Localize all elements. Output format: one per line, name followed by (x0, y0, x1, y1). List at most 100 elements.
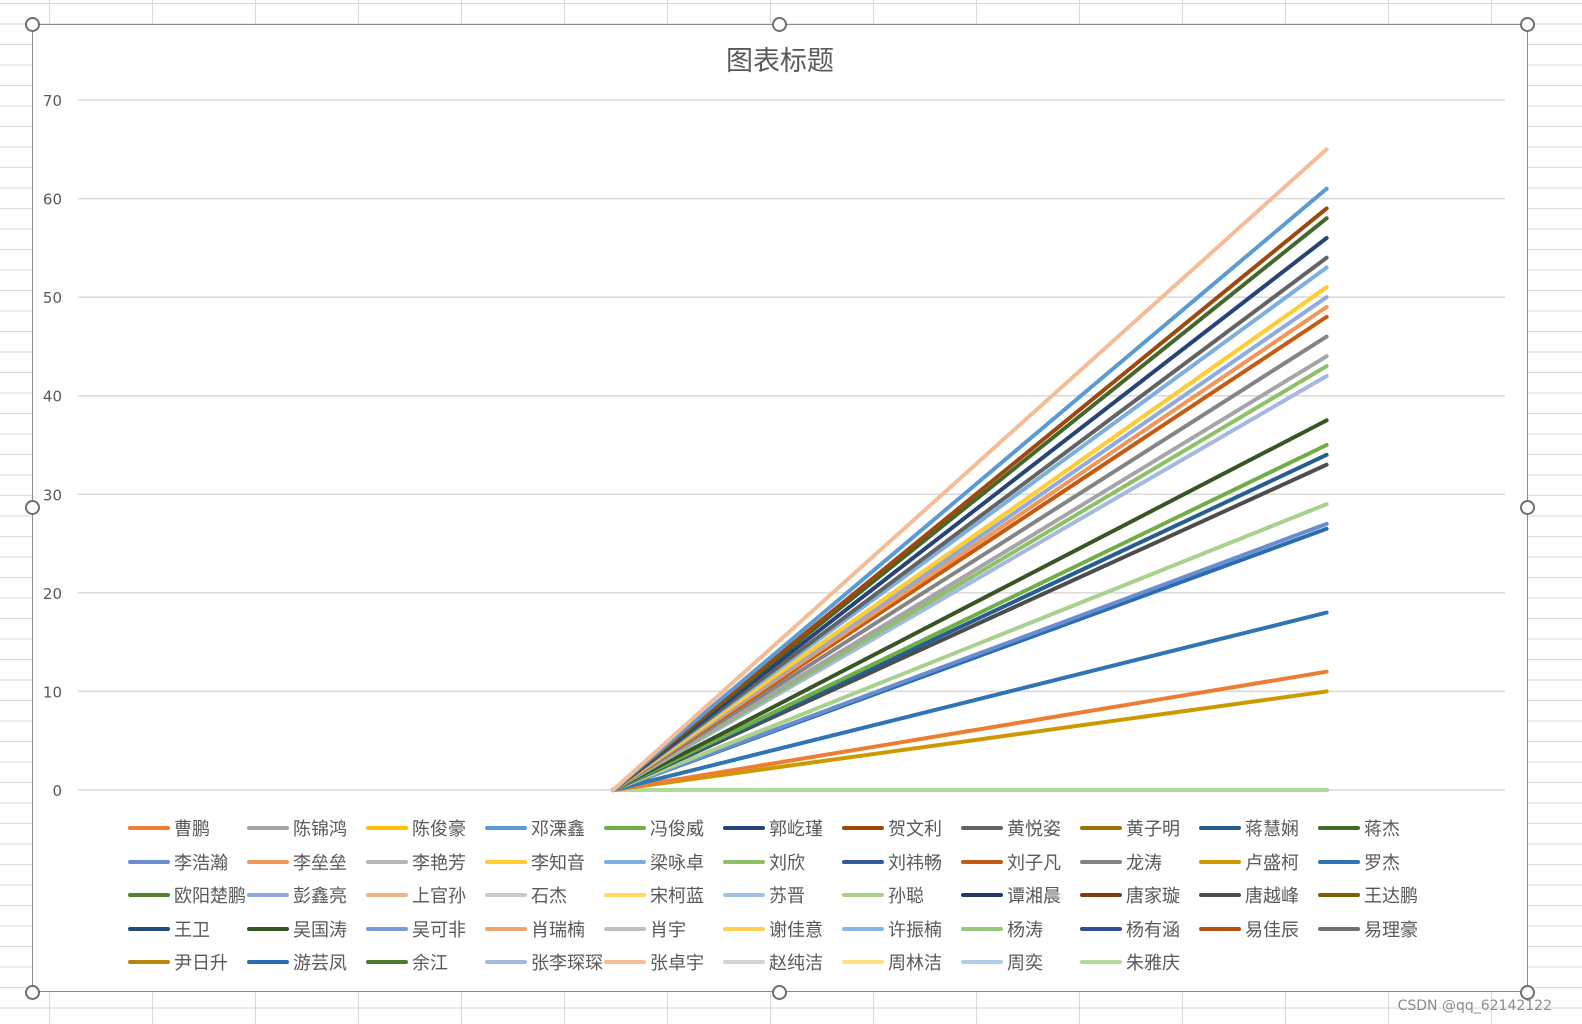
resize-handle-bottom-right[interactable] (1520, 985, 1535, 1000)
legend-swatch (842, 926, 884, 931)
legend-item[interactable]: 罗杰 (1318, 850, 1400, 874)
legend-swatch (1318, 926, 1360, 931)
y-tick-label: 60 (43, 191, 62, 209)
legend-item[interactable]: 李艳芳 (366, 850, 466, 874)
resize-handle-top-left[interactable] (25, 17, 40, 32)
legend-swatch (1318, 859, 1360, 864)
legend-item[interactable]: 刘子凡 (961, 850, 1061, 874)
legend-swatch (1080, 826, 1122, 830)
legend-item[interactable]: 蒋杰 (1318, 816, 1400, 840)
legend-item[interactable]: 张李琛琛 (485, 950, 603, 974)
legend-item[interactable]: 李垒垒 (247, 850, 347, 874)
series-line-19[interactable] (611, 334, 1329, 792)
series-line-48[interactable] (611, 147, 1329, 792)
legend-label: 刘欣 (769, 852, 805, 874)
legend-swatch (1080, 859, 1122, 864)
resize-handle-bottom-left[interactable] (25, 985, 40, 1000)
legend-item[interactable]: 吴可非 (366, 917, 466, 941)
legend-item[interactable]: 苏晋 (723, 883, 805, 907)
legend-item[interactable]: 上官孙 (366, 883, 466, 907)
series-line-21[interactable] (611, 610, 1329, 792)
legend-label: 杨有涵 (1126, 919, 1180, 941)
legend-label: 许振楠 (888, 919, 942, 941)
legend-item[interactable]: 曹鹏 (128, 816, 210, 840)
legend-item[interactable]: 张卓宇 (604, 950, 704, 974)
legend-item[interactable]: 朱雅庆 (1080, 950, 1180, 974)
legend-item[interactable]: 邓溧鑫 (485, 816, 585, 840)
legend-swatch (366, 826, 408, 830)
legend-item[interactable]: 孙聪 (842, 883, 924, 907)
legend-label: 曹鹏 (174, 819, 210, 840)
y-tick-label: 10 (43, 683, 62, 701)
legend-swatch (1318, 893, 1360, 897)
resize-handle-middle-left[interactable] (25, 500, 40, 515)
legend-item[interactable]: 唐家璇 (1080, 883, 1180, 907)
legend-swatch (842, 826, 884, 830)
legend-item[interactable]: 冯俊威 (604, 816, 704, 840)
legend-label: 赵纯洁 (769, 953, 823, 974)
resize-handle-top-right[interactable] (1520, 17, 1535, 32)
legend-swatch (366, 960, 408, 964)
legend-item[interactable]: 杨有涵 (1080, 917, 1180, 941)
legend-item[interactable]: 黄子明 (1080, 816, 1180, 840)
legend-item[interactable]: 周林洁 (842, 950, 942, 974)
legend-item[interactable]: 许振楠 (842, 917, 942, 941)
legend-item[interactable]: 谭湘晨 (961, 883, 1061, 907)
chart-area[interactable]: 图表标题 (32, 24, 1528, 992)
legend-item[interactable]: 肖瑞楠 (485, 917, 585, 941)
legend-item[interactable]: 欧阳楚鹏 (128, 883, 246, 907)
series-line-5[interactable] (611, 236, 1329, 792)
legend-item[interactable]: 肖宇 (604, 917, 686, 941)
series-line-7[interactable] (611, 255, 1329, 792)
legend-item[interactable]: 余江 (366, 950, 448, 974)
series-line-6[interactable] (611, 206, 1329, 792)
legend-item[interactable]: 石杰 (485, 883, 567, 907)
legend-item[interactable]: 杨涛 (961, 917, 1043, 941)
legend-item[interactable]: 王卫 (128, 917, 210, 941)
legend-swatch (723, 926, 765, 931)
series-line-11[interactable] (611, 521, 1329, 792)
legend-label: 易理豪 (1364, 919, 1418, 941)
resize-handle-bottom-center[interactable] (772, 985, 787, 1000)
resize-handle-top-center[interactable] (772, 17, 787, 32)
legend-item[interactable]: 贺文利 (842, 816, 942, 840)
legend-item[interactable]: 彭鑫亮 (247, 883, 347, 907)
legend-item[interactable]: 李知音 (485, 850, 585, 874)
legend-item[interactable]: 陈俊豪 (366, 816, 466, 840)
legend-item[interactable]: 陈锦鸿 (247, 816, 347, 840)
legend-item[interactable]: 谢佳意 (723, 917, 823, 941)
legend-item[interactable]: 赵纯洁 (723, 950, 823, 974)
legend-item[interactable]: 游芸凤 (247, 950, 347, 974)
legend-swatch (485, 960, 527, 964)
legend-item[interactable]: 蒋慧娴 (1199, 816, 1299, 840)
chart-title[interactable]: 图表标题 (726, 46, 834, 77)
legend-item[interactable]: 易理豪 (1318, 917, 1418, 941)
series-line-14[interactable] (611, 285, 1329, 792)
series-line-4[interactable] (611, 443, 1329, 792)
legend-item[interactable]: 宋柯蓝 (604, 883, 704, 907)
legend-item[interactable]: 易佳辰 (1199, 917, 1299, 941)
legend-swatch (247, 826, 289, 830)
legend-item[interactable]: 刘欣 (723, 850, 805, 874)
series-line-3[interactable] (611, 186, 1329, 792)
legend-item[interactable]: 刘祎畅 (842, 850, 942, 874)
legend-item[interactable]: 卢盛柯 (1199, 850, 1299, 874)
legend-item[interactable]: 王达鹏 (1318, 883, 1418, 907)
resize-handle-middle-right[interactable] (1520, 500, 1535, 515)
series-line-34[interactable] (611, 418, 1329, 792)
series-line-20[interactable] (611, 689, 1329, 792)
legend-item[interactable]: 吴国涛 (247, 917, 347, 941)
legend-item[interactable]: 李浩瀚 (128, 850, 228, 874)
legend-item[interactable]: 黄悦姿 (961, 816, 1061, 840)
series-line-28[interactable] (611, 502, 1329, 792)
legend-swatch (366, 859, 408, 864)
legend-item[interactable]: 周奕 (961, 950, 1043, 974)
legend-item[interactable]: 唐越峰 (1199, 883, 1299, 907)
legend-item[interactable]: 尹日升 (128, 950, 228, 974)
legend-item[interactable]: 龙涛 (1080, 850, 1162, 874)
series-line-1[interactable] (611, 354, 1329, 792)
legend-item[interactable]: 郭屹瑾 (723, 816, 823, 840)
series-line-0[interactable] (611, 669, 1329, 792)
legend-item[interactable]: 梁咏卓 (604, 850, 704, 874)
legend-swatch (1199, 859, 1241, 864)
